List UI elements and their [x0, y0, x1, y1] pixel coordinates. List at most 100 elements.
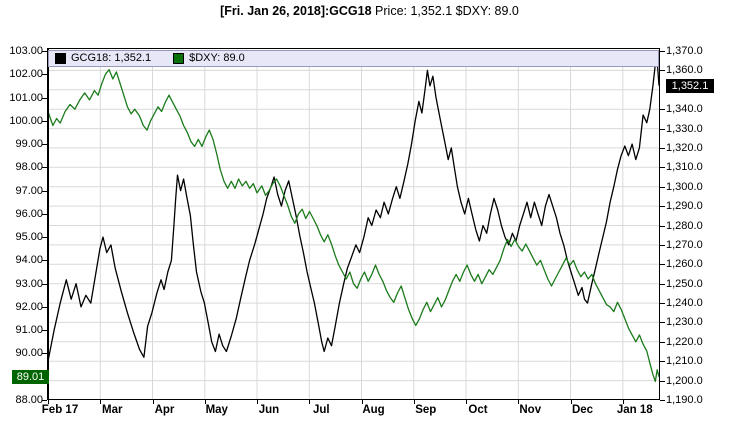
right-axis-label: 1,240.0 — [666, 297, 703, 310]
right-axis-label: 1,260.0 — [666, 258, 703, 271]
left-axis-label: 99.00 — [15, 138, 43, 151]
right-axis-label: 1,330.0 — [666, 122, 703, 135]
right-axis-tick-mark — [660, 322, 665, 324]
right-axis-tick-mark — [660, 70, 665, 72]
right-axis-tick-mark — [660, 244, 665, 246]
left-axis-tick-mark — [42, 51, 47, 52]
left-axis-label: 95.00 — [15, 231, 43, 244]
right-axis-label: 1,270.0 — [666, 238, 703, 251]
right-axis-tick-mark — [660, 128, 665, 130]
x-axis-tick-mark — [518, 400, 520, 404]
right-axis-label: 1,220.0 — [666, 335, 703, 348]
gcg18-price-line — [47, 60, 660, 362]
plot-frame — [47, 48, 660, 400]
x-axis-tick-mark — [361, 400, 363, 404]
x-axis-tick-mark — [204, 400, 206, 404]
legend: GCG18: 1,352.1 $DXY: 89.0 — [48, 50, 659, 67]
left-axis-label: 90.00 — [15, 347, 43, 360]
right-axis-label: 1,320.0 — [666, 141, 703, 154]
left-axis-tick-mark — [42, 213, 47, 215]
left-axis-tick-mark — [42, 190, 47, 192]
right-axis-tick-mark — [660, 167, 665, 169]
title-date-symbol: [Fri. Jan 26, 2018]:GCG18 — [220, 4, 372, 18]
left-axis-tick-mark — [42, 167, 47, 169]
x-axis-tick-mark — [257, 400, 258, 404]
left-axis-tick-mark — [42, 120, 47, 122]
plot-area[interactable]: GCG18: 1,352.1 $DXY: 89.0 — [47, 48, 660, 400]
x-axis-tick-mark — [152, 400, 154, 404]
right-axis-tick-mark — [660, 361, 665, 363]
right-axis-tick-mark — [660, 186, 665, 188]
left-axis-tick-mark — [42, 306, 47, 308]
right-axis-label: 1,200.0 — [666, 374, 703, 387]
right-axis-tick-mark — [660, 109, 665, 111]
right-axis-label: 1,280.0 — [666, 219, 703, 232]
x-axis-label: Jul — [312, 404, 330, 416]
price-lines-canvas — [47, 48, 660, 400]
x-axis-label: Jan 18 — [616, 404, 653, 416]
legend-dxy-label: $DXY: 89.0 — [189, 52, 245, 64]
right-axis-tick-mark — [660, 147, 665, 149]
left-axis-label: 98.00 — [15, 161, 43, 174]
x-axis-label: Nov — [519, 404, 542, 416]
left-axis-tick-mark — [42, 97, 47, 99]
left-axis-tick-mark — [42, 260, 47, 262]
x-axis-tick-mark — [622, 400, 624, 404]
legend-gcg18-label: GCG18: 1,352.1 — [71, 52, 152, 64]
x-axis-label: Dec — [571, 404, 594, 416]
left-axis-label: 91.00 — [15, 324, 43, 337]
x-axis-label: Oct — [468, 404, 488, 416]
right-axis-label: 1,290.0 — [666, 200, 703, 213]
x-axis-label: May — [205, 404, 228, 416]
chart-title: [Fri. Jan 26, 2018]:GCG18 Price: 1,352.1… — [0, 4, 739, 18]
left-axis-label: 96.00 — [15, 207, 43, 220]
left-axis-label: 94.00 — [15, 254, 43, 267]
x-axis-tick-mark — [48, 400, 49, 404]
right-axis-tick-mark — [660, 225, 665, 227]
left-axis-label: 101.00 — [9, 91, 43, 104]
left-axis-label: 93.00 — [15, 277, 43, 290]
x-axis-label: Sep — [415, 404, 437, 416]
right-axis-label: 1,300.0 — [666, 180, 703, 193]
left-axis-tick-mark — [42, 144, 47, 146]
right-axis-tick-mark — [660, 283, 665, 285]
right-axis-tick-mark — [660, 303, 665, 305]
right-axis-label: 1,230.0 — [666, 316, 703, 329]
gcg18-swatch-icon — [55, 53, 66, 64]
right-axis-label: 1,210.0 — [666, 355, 703, 368]
x-axis-label: Mar — [102, 404, 123, 416]
x-axis-label: Apr — [154, 404, 175, 416]
left-axis-label: 103.00 — [9, 45, 43, 57]
x-axis-label: Aug — [362, 404, 385, 416]
right-axis-tick-mark — [660, 51, 665, 52]
left-axis-tick-mark — [42, 283, 47, 285]
right-axis-label: 1,250.0 — [666, 277, 703, 290]
left-axis-label: 100.00 — [9, 114, 43, 127]
left-axis-tick-mark — [42, 400, 47, 401]
right-axis-tick-mark — [660, 400, 665, 401]
dxy-swatch-icon — [173, 53, 185, 64]
left-axis-label: 88.00 — [15, 394, 43, 406]
x-axis-label: Jun — [258, 404, 280, 416]
x-axis-tick-mark — [466, 400, 467, 404]
right-axis-label: 1,360.0 — [666, 64, 703, 77]
x-axis-label: Feb 17 — [41, 404, 79, 416]
title-price-info: Price: 1,352.1 $DXY: 89.0 — [375, 4, 519, 18]
right-axis-label: 1,190.0 — [666, 394, 703, 406]
right-axis-tick-mark — [660, 341, 665, 343]
right-axis-label: 1,370.0 — [666, 45, 703, 57]
gridlines — [48, 50, 659, 399]
right-axis-tick-mark — [660, 380, 665, 382]
x-axis-tick-mark — [309, 400, 311, 404]
left-axis-tick-mark — [42, 237, 47, 239]
dxy-current-value-badge: 89.01 — [12, 369, 49, 384]
x-axis-tick-mark — [100, 400, 102, 404]
right-axis-label: 1,310.0 — [666, 161, 703, 174]
left-axis-label: 92.00 — [15, 300, 43, 313]
dxy-price-line — [47, 68, 660, 383]
left-axis-label: 102.00 — [9, 68, 43, 81]
right-axis-tick-mark — [660, 264, 665, 266]
x-axis-tick-mark — [413, 400, 415, 404]
legend-item-gcg18: GCG18: 1,352.1 — [55, 51, 151, 66]
